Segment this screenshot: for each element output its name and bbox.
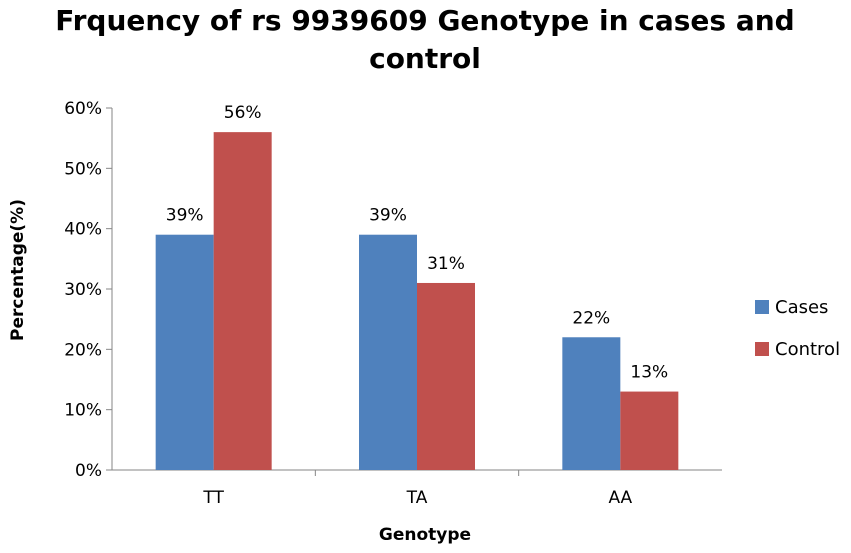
plot-area: 0% 10% 20% 30% 40% 50% 60% TT 39% 56% TA 39% 31% AA 22… — [64, 99, 722, 508]
bar-control-tt — [213, 132, 272, 470]
bar-cases-aa — [562, 337, 621, 470]
data-label: 56% — [224, 103, 262, 123]
bar-control-ta — [417, 282, 475, 470]
legend-swatch-cases — [755, 300, 769, 314]
bar-control-aa — [620, 391, 679, 470]
y-tick-label: 10% — [64, 401, 102, 421]
chart-title-line-1: Frquency of rs 9939609 Genotype in cases… — [55, 4, 794, 37]
data-label: 39% — [166, 206, 204, 226]
y-tick-label: 50% — [64, 159, 102, 179]
legend-swatch-control — [755, 342, 769, 356]
y-axis-title: Percentage(%) — [8, 199, 28, 341]
y-tick-label: 60% — [64, 99, 102, 119]
data-label: 22% — [572, 308, 610, 328]
x-tick-label: TA — [406, 488, 428, 508]
y-tick-label: 0% — [75, 461, 102, 481]
data-label: 31% — [427, 254, 465, 274]
legend-label-cases: Cases — [775, 297, 828, 318]
x-tick-label: AA — [608, 488, 632, 508]
data-label: 39% — [369, 206, 407, 226]
chart-title-line-2: control — [369, 42, 481, 75]
y-tick-label: 20% — [64, 340, 102, 360]
legend: Cases Control — [755, 297, 840, 360]
x-axis-title: Genotype — [379, 525, 471, 545]
data-label: 13% — [630, 363, 668, 383]
legend-label-control: Control — [775, 339, 840, 360]
y-tick-label: 40% — [64, 220, 102, 240]
y-tick-label: 30% — [64, 280, 102, 300]
bar-cases-tt — [155, 234, 214, 470]
x-tick-label: TT — [202, 488, 224, 508]
bar-cases-ta — [359, 234, 417, 470]
